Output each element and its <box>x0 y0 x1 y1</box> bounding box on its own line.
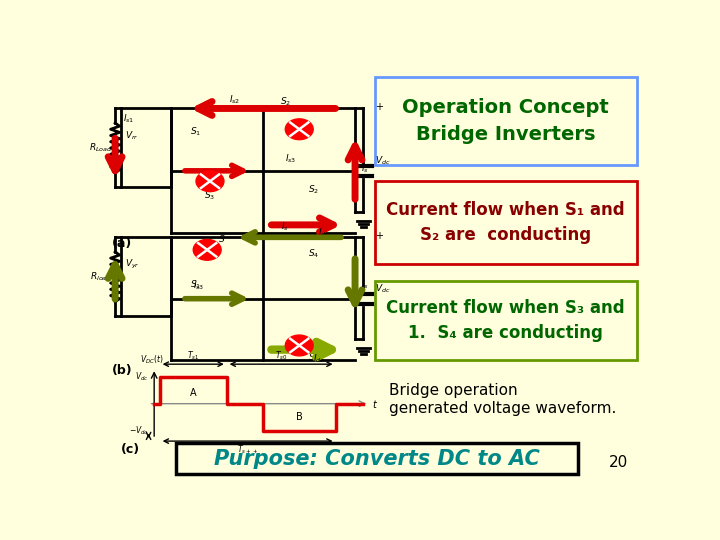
Text: A: A <box>190 388 197 398</box>
FancyBboxPatch shape <box>176 443 578 474</box>
Text: $t$: $t$ <box>372 397 378 410</box>
Text: $S_4$: $S_4$ <box>307 248 319 260</box>
Circle shape <box>285 335 313 356</box>
Text: $S_2$: $S_2$ <box>307 352 319 364</box>
Text: $+$: $+$ <box>374 230 384 241</box>
Text: $I_{s3}$: $I_{s3}$ <box>193 280 204 293</box>
Text: Current flow when S₃ and
1.  S₄ are conducting: Current flow when S₃ and 1. S₄ are condu… <box>387 299 625 342</box>
Text: $+$: $+$ <box>374 101 384 112</box>
Text: 20: 20 <box>609 455 629 470</box>
Text: $I_{s1}$: $I_{s1}$ <box>124 113 135 125</box>
Text: (a): (a) <box>112 238 132 251</box>
Circle shape <box>193 239 221 260</box>
Text: $S_1$: $S_1$ <box>190 279 202 292</box>
Text: $V_{dc}$: $V_{dc}$ <box>374 282 390 294</box>
Text: $I_{s2}$: $I_{s2}$ <box>230 94 240 106</box>
Text: $I_{dc}$: $I_{dc}$ <box>312 353 325 365</box>
FancyBboxPatch shape <box>374 77 637 165</box>
Text: $I_s$: $I_s$ <box>361 279 369 292</box>
FancyBboxPatch shape <box>374 281 637 360</box>
Text: $I_s$: $I_s$ <box>361 163 369 175</box>
Text: $S_2$: $S_2$ <box>307 183 319 196</box>
Text: Bridge operation
generated voltage waveform.: Bridge operation generated voltage wavef… <box>389 383 616 416</box>
Text: $I_{s3}$: $I_{s3}$ <box>285 152 297 165</box>
Text: $V_{DC}(t)$: $V_{DC}(t)$ <box>140 354 163 366</box>
Text: (b): (b) <box>112 364 133 377</box>
Text: $I_{s}$: $I_{s}$ <box>282 221 289 233</box>
Text: Operation Concept
Bridge Inverters: Operation Concept Bridge Inverters <box>402 98 609 144</box>
Text: Current flow when S₁ and
S₂ are  conducting: Current flow when S₁ and S₂ are conducti… <box>387 201 625 244</box>
Text: $T_{s0}$: $T_{s0}$ <box>275 349 287 362</box>
FancyBboxPatch shape <box>374 181 637 265</box>
Text: $V_{yr}$: $V_{yr}$ <box>125 258 140 271</box>
Text: Purpose: Converts DC to AC: Purpose: Converts DC to AC <box>215 449 540 469</box>
Text: $V_{dc}$: $V_{dc}$ <box>374 154 390 167</box>
Text: $S_1$: $S_1$ <box>190 125 202 138</box>
Text: $R_{Load}$: $R_{Load}$ <box>89 141 113 154</box>
Circle shape <box>196 171 224 192</box>
Text: B: B <box>296 412 302 422</box>
Text: $S$: $S$ <box>218 233 226 244</box>
Text: $R_{load}$: $R_{load}$ <box>90 271 112 283</box>
Text: $T_{s++}$: $T_{s++}$ <box>237 443 258 456</box>
Text: $V_{rr}$: $V_{rr}$ <box>125 129 139 141</box>
Text: (c): (c) <box>121 443 140 456</box>
Text: $T_{s1}$: $T_{s1}$ <box>187 349 199 362</box>
Text: $V_{dc}$: $V_{dc}$ <box>135 370 148 383</box>
Text: $I_{dc}$: $I_{dc}$ <box>318 227 330 239</box>
Text: $S_2$: $S_2$ <box>280 96 291 109</box>
Text: $S_3$: $S_3$ <box>204 190 215 202</box>
Text: $-V_{dc}$: $-V_{dc}$ <box>129 424 148 437</box>
Circle shape <box>285 119 313 140</box>
